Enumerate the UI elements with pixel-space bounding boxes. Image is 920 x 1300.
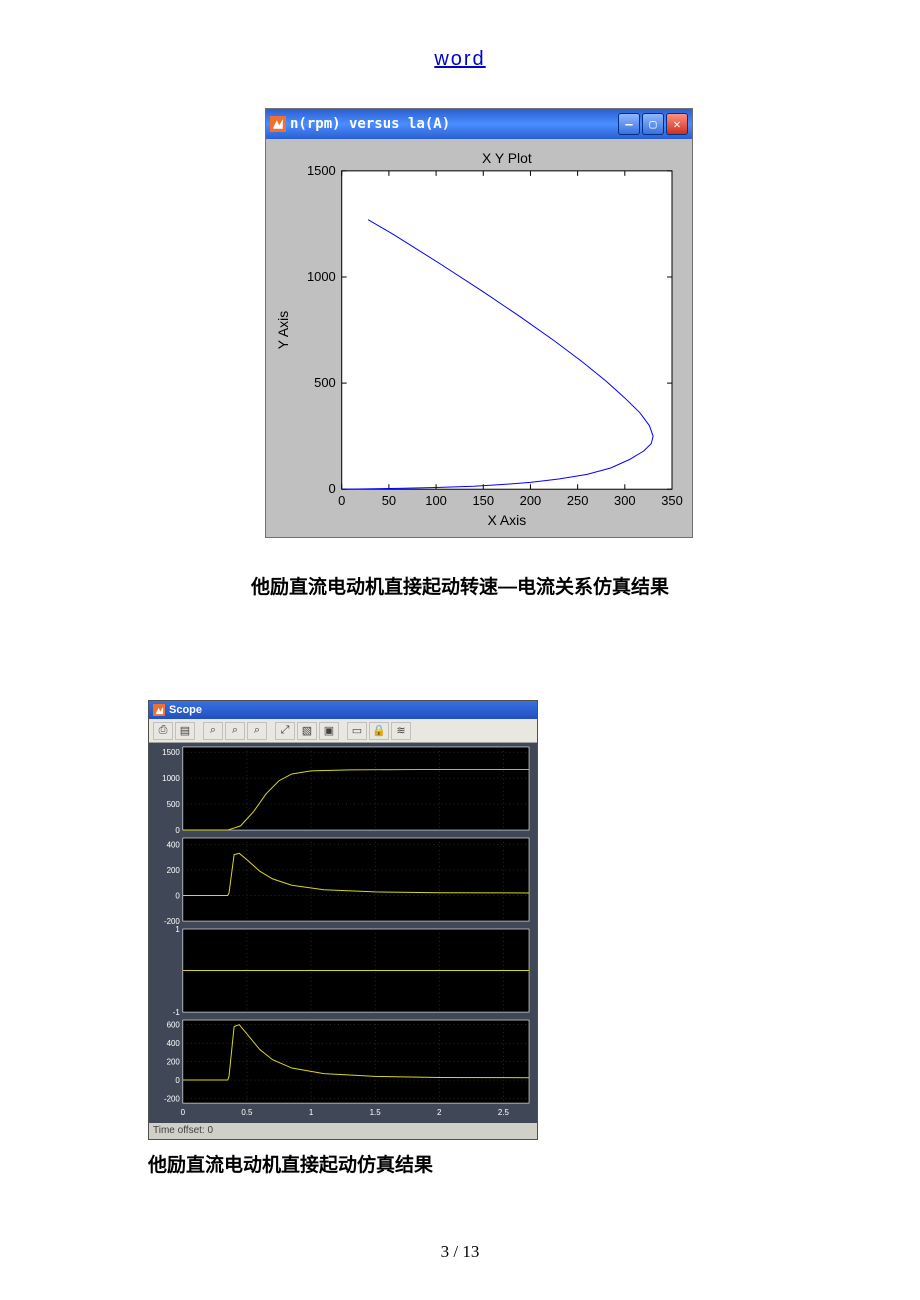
minimize-button[interactable]: —: [618, 113, 640, 135]
window-titlebar: n(rpm) versus la(A) — ▢ ✕: [266, 109, 692, 139]
figure1-caption: 他励直流电动机直接起动转速—电流关系仿真结果: [0, 572, 920, 599]
svg-text:400: 400: [167, 840, 181, 849]
restore-icon[interactable]: ▣: [319, 722, 339, 740]
svg-text:0: 0: [175, 891, 180, 900]
svg-text:200: 200: [167, 1058, 181, 1067]
svg-text:150: 150: [472, 493, 494, 508]
svg-text:1000: 1000: [307, 269, 336, 284]
print-icon[interactable]: ⎙: [153, 722, 173, 740]
svg-text:200: 200: [520, 493, 542, 508]
svg-text:Y Axis: Y Axis: [275, 311, 291, 349]
svg-text:-200: -200: [164, 1094, 180, 1103]
svg-text:600: 600: [167, 1021, 181, 1030]
scope-titlebar: Scope: [149, 701, 537, 719]
svg-text:1: 1: [175, 925, 180, 934]
zoom-y-icon[interactable]: ⌕: [247, 722, 267, 740]
svg-text:0: 0: [338, 493, 345, 508]
svg-text:50: 50: [382, 493, 396, 508]
svg-text:1000: 1000: [162, 774, 180, 783]
svg-text:1500: 1500: [307, 163, 336, 178]
save-icon[interactable]: ▧: [297, 722, 317, 740]
svg-text:2.5: 2.5: [498, 1108, 510, 1117]
plot-area: X Y Plot 0 50 100 150 200 250 300 350 0 500 1000 150…: [266, 139, 692, 537]
window-title: n(rpm) versus la(A): [290, 116, 614, 132]
svg-text:0: 0: [181, 1108, 186, 1117]
scope-footer: Time offset: 0: [149, 1123, 537, 1139]
signal-icon[interactable]: ≋: [391, 722, 411, 740]
maximize-button[interactable]: ▢: [642, 113, 664, 135]
matlab-icon: [153, 704, 165, 716]
svg-text:350: 350: [661, 493, 683, 508]
svg-text:X Y Plot: X Y Plot: [482, 150, 532, 166]
svg-text:0: 0: [329, 481, 336, 496]
autoscale-icon[interactable]: ⤢: [275, 722, 295, 740]
svg-text:250: 250: [567, 493, 589, 508]
float-icon[interactable]: ▭: [347, 722, 367, 740]
svg-text:1500: 1500: [162, 748, 180, 757]
zoom-x-icon[interactable]: ⌕: [225, 722, 245, 740]
svg-text:400: 400: [167, 1039, 181, 1048]
matlab-icon: [270, 116, 286, 132]
svg-text:0.5: 0.5: [241, 1108, 253, 1117]
scope-window: Scope ⎙ ▤ ⌕ ⌕ ⌕ ⤢ ▧ ▣ ▭ 🔒 ≋ 050010001500…: [148, 700, 538, 1140]
xy-plot-window: n(rpm) versus la(A) — ▢ ✕ X Y Plot 0 50 100…: [265, 108, 693, 538]
svg-text:500: 500: [314, 375, 336, 390]
page-number: 3 / 13: [0, 1242, 920, 1262]
lock-icon[interactable]: 🔒: [369, 722, 389, 740]
svg-text:1.5: 1.5: [370, 1108, 382, 1117]
scope-title: Scope: [169, 704, 202, 716]
scope-toolbar: ⎙ ▤ ⌕ ⌕ ⌕ ⤢ ▧ ▣ ▭ 🔒 ≋: [149, 719, 537, 743]
params-icon[interactable]: ▤: [175, 722, 195, 740]
svg-text:200: 200: [167, 866, 181, 875]
zoom-in-icon[interactable]: ⌕: [203, 722, 223, 740]
svg-text:1: 1: [309, 1108, 314, 1117]
header-link[interactable]: word: [434, 48, 485, 71]
svg-text:0: 0: [175, 1076, 180, 1085]
svg-text:X Axis: X Axis: [488, 512, 527, 528]
svg-text:-1: -1: [173, 1008, 181, 1017]
svg-text:0: 0: [175, 826, 180, 835]
scope-plot-area: 050010001500-2000200400-11-2000200400600…: [149, 743, 537, 1123]
svg-text:100: 100: [425, 493, 447, 508]
svg-text:300: 300: [614, 493, 636, 508]
close-button[interactable]: ✕: [666, 113, 688, 135]
svg-text:2: 2: [437, 1108, 442, 1117]
svg-text:500: 500: [167, 800, 181, 809]
figure2-caption: 他励直流电动机直接起动仿真结果: [148, 1150, 433, 1177]
